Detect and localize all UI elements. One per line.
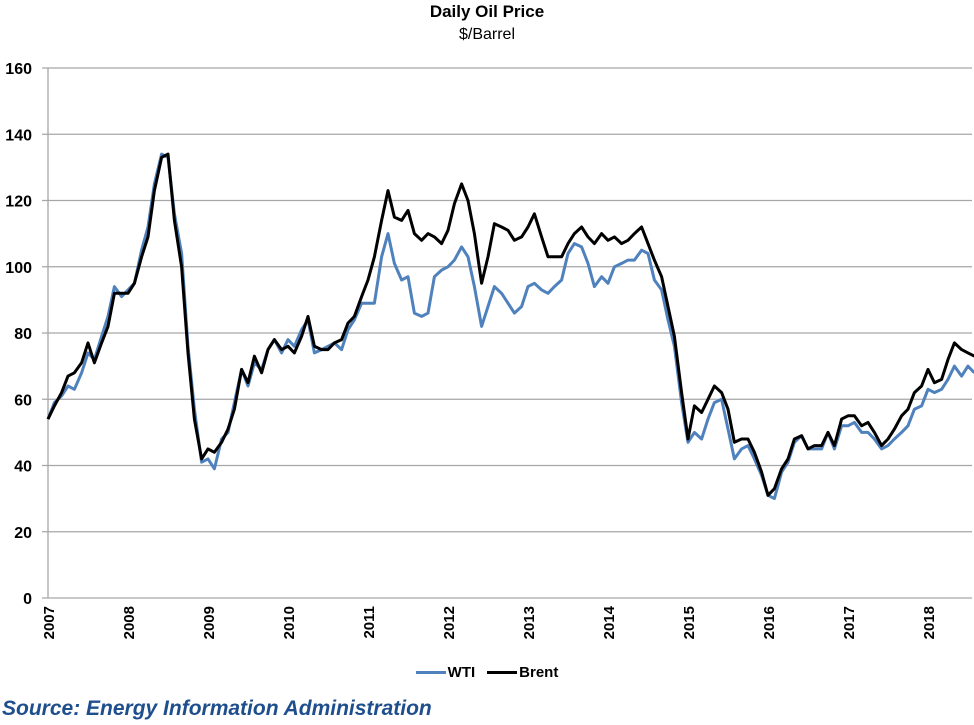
x-tick-label: 2013: [521, 606, 538, 639]
legend-item-brent: Brent: [487, 664, 558, 681]
series-lines: [46, 152, 974, 501]
y-axis: 0 20 40 60 80 100 120 140 160: [5, 61, 32, 608]
x-tick-label: 2016: [761, 606, 778, 639]
series-brent-line: [46, 152, 974, 497]
chart-title: Daily Oil Price: [429, 2, 545, 21]
y-tick-label: 100: [5, 260, 32, 277]
y-tick-label: 80: [14, 326, 32, 343]
x-tick-label: 2008: [121, 606, 138, 639]
y-tick-label: 120: [5, 194, 32, 211]
x-tick-label: 2009: [201, 606, 218, 639]
series-wti-line: [46, 152, 974, 501]
gridlines: [42, 67, 972, 599]
x-tick-label: 2011: [361, 606, 378, 639]
brent-swatch-icon: [487, 671, 518, 674]
legend-item-wti: WTI: [415, 664, 476, 681]
x-tick-label: 2007: [41, 606, 58, 639]
x-tick-label: 2018: [921, 606, 938, 639]
x-tick-label: 2015: [681, 606, 698, 639]
x-axis: 2007 2008 2009 2010 2011 2012 2013 2014 2015 2016…: [41, 605, 938, 639]
x-tick-label: 2014: [601, 605, 618, 639]
y-tick-label: 60: [14, 392, 32, 409]
y-tick-label: 140: [5, 127, 32, 144]
legend: WTI Brent: [0, 664, 974, 681]
chart-subtitle: $/Barrel: [458, 26, 516, 43]
legend-label-wti: WTI: [447, 664, 476, 681]
y-tick-label: 160: [5, 61, 32, 78]
y-tick-label: 0: [23, 591, 32, 608]
x-tick-label: 2012: [441, 606, 458, 639]
x-tick-label: 2010: [281, 606, 298, 639]
x-tick-label: 2017: [841, 606, 858, 639]
y-tick-label: 40: [14, 459, 32, 476]
source-note: Source: Energy Information Administratio…: [2, 697, 432, 720]
wti-swatch-icon: [415, 671, 446, 674]
y-tick-label: 20: [14, 525, 32, 542]
legend-label-brent: Brent: [519, 664, 559, 681]
